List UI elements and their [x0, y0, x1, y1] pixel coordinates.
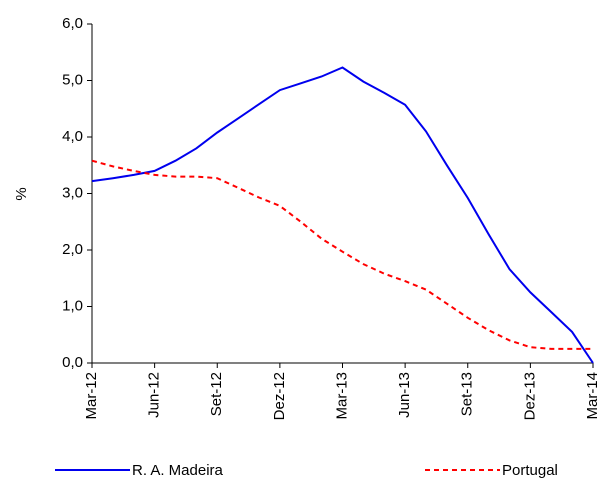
x-tick-label: Jun-12: [146, 372, 163, 418]
x-tick-label: Set-12: [208, 372, 225, 416]
y-tick-label: 2,0: [62, 241, 83, 258]
series-line: [91, 159, 593, 350]
y-tick-label: 1,0: [62, 297, 83, 314]
y-tick-label: 3,0: [62, 184, 83, 201]
legend-label: R. A. Madeira: [132, 462, 224, 479]
y-tick-label: 5,0: [62, 71, 83, 88]
x-tick-label: Dez-12: [271, 372, 288, 420]
series-line: [91, 66, 594, 364]
x-tick-label: Mar-12: [83, 372, 100, 420]
x-tick-label: Dez-13: [521, 372, 538, 420]
x-tick-label: Mar-13: [333, 372, 350, 420]
x-tick-label: Set-13: [459, 372, 476, 416]
legend-label: Portugal: [502, 462, 558, 479]
x-tick-label: Jun-13: [396, 372, 413, 418]
y-axis-label: %: [13, 187, 30, 200]
y-tick-label: 0,0: [62, 354, 83, 371]
y-tick-label: 6,0: [62, 15, 83, 32]
y-tick-label: 4,0: [62, 128, 83, 145]
x-tick-label: Mar-14: [584, 372, 601, 420]
